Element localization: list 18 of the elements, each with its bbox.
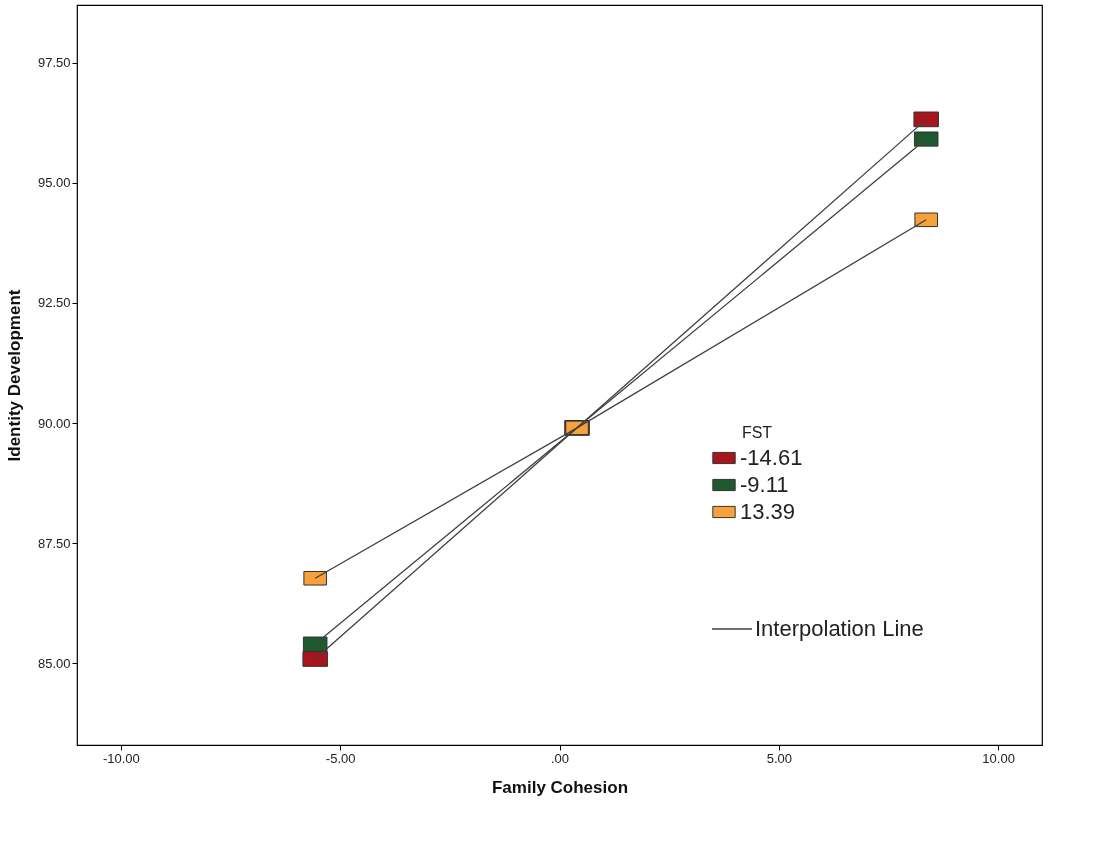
legend-label: 13.39 bbox=[740, 499, 796, 524]
y-tick-label: 90.00 bbox=[37, 415, 71, 431]
x-tick-label: -5.00 bbox=[325, 750, 356, 766]
y-tick-label: 85.00 bbox=[37, 655, 71, 671]
legend-label: -9.11 bbox=[740, 472, 789, 497]
x-tick-label: 5.00 bbox=[766, 750, 792, 766]
x-tick-label: 10.00 bbox=[982, 750, 1015, 766]
y-tick-label: 97.50 bbox=[37, 55, 71, 71]
x-tick-label: -10.00 bbox=[102, 750, 140, 766]
legend-title: FST bbox=[741, 424, 773, 441]
y-tick-label: 92.50 bbox=[37, 295, 71, 311]
legend-label: -14.61 bbox=[740, 445, 803, 470]
y-tick-label: 95.00 bbox=[37, 175, 71, 191]
x-tick-label: .00 bbox=[550, 750, 570, 766]
x-axis-title: Family Cohesion bbox=[491, 777, 629, 797]
annotation: Interpolation Line bbox=[755, 616, 924, 641]
y-axis-title: Identity Development bbox=[4, 289, 24, 462]
y-tick-label: 87.50 bbox=[37, 535, 71, 551]
